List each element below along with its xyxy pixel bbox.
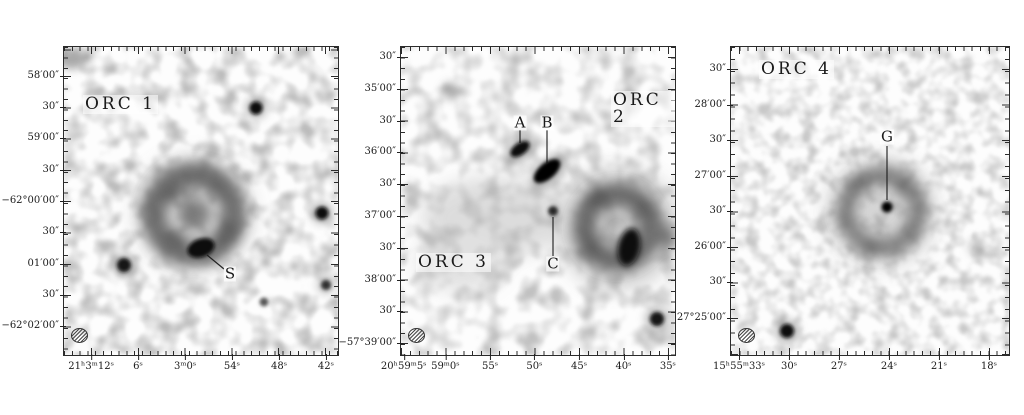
panel-title-orc3: ORC 3 bbox=[416, 252, 491, 272]
y-tick-label: 26′00″ bbox=[694, 240, 734, 252]
source-s-pointer-line bbox=[206, 254, 225, 270]
source-label-s: S bbox=[223, 264, 237, 283]
y-tick-label: 30″ bbox=[379, 114, 404, 126]
orc4-ring bbox=[835, 166, 927, 257]
y-tick-label: 28′00″ bbox=[694, 98, 734, 110]
panel-orc1: 58′00″ 30″ 59′00″ 30″ −62°00′00″ 30″ 01′… bbox=[1, 46, 339, 372]
y-tick-label: 27′00″ bbox=[694, 169, 734, 181]
y-tick-label: 58′00″ bbox=[27, 69, 67, 81]
beam-icon bbox=[738, 328, 755, 343]
x-tick-label: 50ˢ bbox=[526, 354, 543, 372]
beam-icon bbox=[408, 328, 425, 343]
y-tick-label: 35′00″ bbox=[364, 82, 404, 94]
x-tick-label: 45ˢ bbox=[571, 354, 588, 372]
y-tick-label: 30″ bbox=[42, 163, 67, 175]
x-tick-label: 48ˢ bbox=[271, 354, 288, 372]
x-tick-label: 15ʰ55ᵐ33ˢ bbox=[713, 354, 766, 372]
y-tick-label: 30″ bbox=[709, 276, 734, 288]
y-tick-label: −62°00′00″ bbox=[1, 195, 66, 206]
source-label-g: G bbox=[880, 127, 894, 146]
orc4-radio-map bbox=[731, 47, 1009, 355]
panel-title-orc4: ORC 4 bbox=[759, 59, 834, 79]
x-tick-label: 3ᵐ0ˢ bbox=[173, 354, 197, 372]
x-tick-label: 21ˢ bbox=[930, 354, 947, 372]
y-tick-label: 30″ bbox=[379, 50, 404, 62]
y-tick-label: 30″ bbox=[709, 205, 734, 217]
beam-icon bbox=[71, 328, 88, 343]
y-tick-label: 27°25′00″ bbox=[676, 312, 734, 324]
y-tick-label: 30″ bbox=[709, 134, 734, 146]
source-label-b: B bbox=[540, 113, 554, 132]
x-tick-label: 54ˢ bbox=[223, 354, 240, 372]
y-tick-label: 30″ bbox=[379, 241, 404, 253]
x-tick-label: 59ᵐ0ˢ bbox=[431, 354, 460, 372]
y-tick-label: 30″ bbox=[42, 288, 67, 300]
y-tick-label: 30″ bbox=[379, 178, 404, 190]
y-tick-label: −62°02′00″ bbox=[1, 320, 66, 332]
x-tick-label: 24ˢ bbox=[880, 354, 897, 372]
y-tick-label: 30″ bbox=[42, 101, 67, 113]
x-tick-label: 40ˢ bbox=[615, 354, 632, 372]
source-label-a: A bbox=[513, 113, 527, 132]
x-tick-label: 20ʰ59ᵐ5ˢ bbox=[380, 354, 427, 372]
panel-title-orc1: ORC 1 bbox=[83, 94, 158, 114]
y-tick-label: 36′00″ bbox=[364, 146, 404, 158]
panel-orc2-orc3: 30″ 35′00″ 30″ 36′00″ 30″ 37′00″ 30″ 38′… bbox=[338, 46, 676, 372]
y-tick-label: 30″ bbox=[709, 62, 734, 74]
x-tick-label: 30ˢ bbox=[781, 354, 798, 372]
orc2-dark-core bbox=[617, 228, 641, 266]
compact-sources-abc bbox=[510, 141, 664, 326]
x-tick-label: 55ˢ bbox=[482, 354, 499, 372]
y-tick-label: 30″ bbox=[42, 226, 67, 238]
compact-sources bbox=[117, 101, 331, 307]
panel-orc4: 30″ 28′00″ 30″ 27′00″ 30″ 26′00″ 30″ 27°… bbox=[677, 46, 1010, 372]
compact-sources bbox=[780, 201, 893, 338]
x-tick-label: 27ˢ bbox=[830, 354, 847, 372]
y-tick-label: 01′00″ bbox=[27, 257, 67, 269]
y-tick-label: 38′00″ bbox=[364, 273, 404, 285]
orc2-ring bbox=[573, 183, 675, 271]
source-label-c: C bbox=[546, 254, 560, 273]
x-tick-label: 6ˢ bbox=[133, 354, 143, 372]
x-tick-label: 35ˢ bbox=[659, 354, 676, 372]
x-tick-label: 42ˢ bbox=[317, 354, 334, 372]
y-tick-label: 30″ bbox=[379, 305, 404, 317]
y-tick-label: 59′00″ bbox=[27, 132, 67, 144]
x-tick-label: 18ˢ bbox=[980, 354, 998, 372]
y-tick-label: −57°39′00″ bbox=[338, 337, 403, 349]
y-tick-label: 37′00″ bbox=[364, 210, 404, 222]
panel-title-orc2: ORC 2 bbox=[611, 91, 675, 127]
x-tick-label: 21ʰ3ᵐ12ˢ bbox=[68, 354, 114, 372]
